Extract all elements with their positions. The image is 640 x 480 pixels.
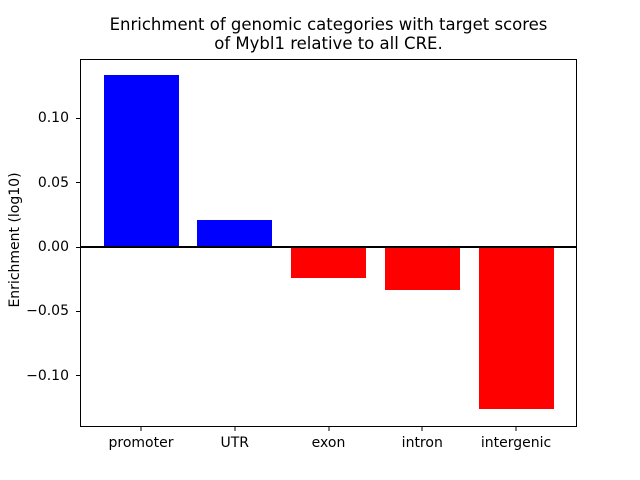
x-tick-exon xyxy=(328,427,329,431)
y-tick-label-0.05: 0.05 xyxy=(37,174,69,191)
x-tick-intergenic xyxy=(515,427,517,431)
y-tick-0.10 xyxy=(76,117,80,119)
y-tick-label-0.10: 0.10 xyxy=(37,110,69,127)
plot-area: promoter UTR exon intron intergenic 0.10 0.05 0… xyxy=(26,59,577,451)
y-tick-label-−0.05: −0.05 xyxy=(26,303,69,320)
bar-promoter xyxy=(103,74,179,248)
y-tick-label-0.00: 0.00 xyxy=(37,239,69,256)
y-tick-0.05 xyxy=(76,182,80,184)
bar-UTR xyxy=(197,220,273,248)
y-tick-−0.05 xyxy=(76,310,80,312)
x-tick-label-intron: intron xyxy=(401,435,443,451)
y-tick-−0.10 xyxy=(76,375,80,377)
bar-intergenic xyxy=(478,247,554,410)
x-tick-UTR xyxy=(234,427,236,431)
y-tick-0.00 xyxy=(76,246,80,248)
x-tick-label-promoter: promoter xyxy=(108,435,174,451)
chart-title: Enrichment of genomic categories with ta… xyxy=(80,15,577,53)
x-tick-intron xyxy=(421,427,423,431)
y-axis-label: Enrichment (log10) xyxy=(7,172,23,308)
x-tick-label-UTR: UTR xyxy=(220,435,250,451)
y-tick-label-−0.10: −0.10 xyxy=(26,367,69,384)
chart-title-line1: Enrichment of genomic categories with ta… xyxy=(109,15,548,34)
bar-exon xyxy=(291,247,366,278)
chart-title-line2: of Mybl1 relative to all CRE. xyxy=(214,34,443,53)
x-tick-label-exon: exon xyxy=(311,435,346,451)
zero-baseline xyxy=(81,246,576,249)
x-tick-promoter xyxy=(140,427,142,431)
bar-intron xyxy=(384,247,460,290)
x-tick-label-intergenic: intergenic xyxy=(480,435,552,451)
